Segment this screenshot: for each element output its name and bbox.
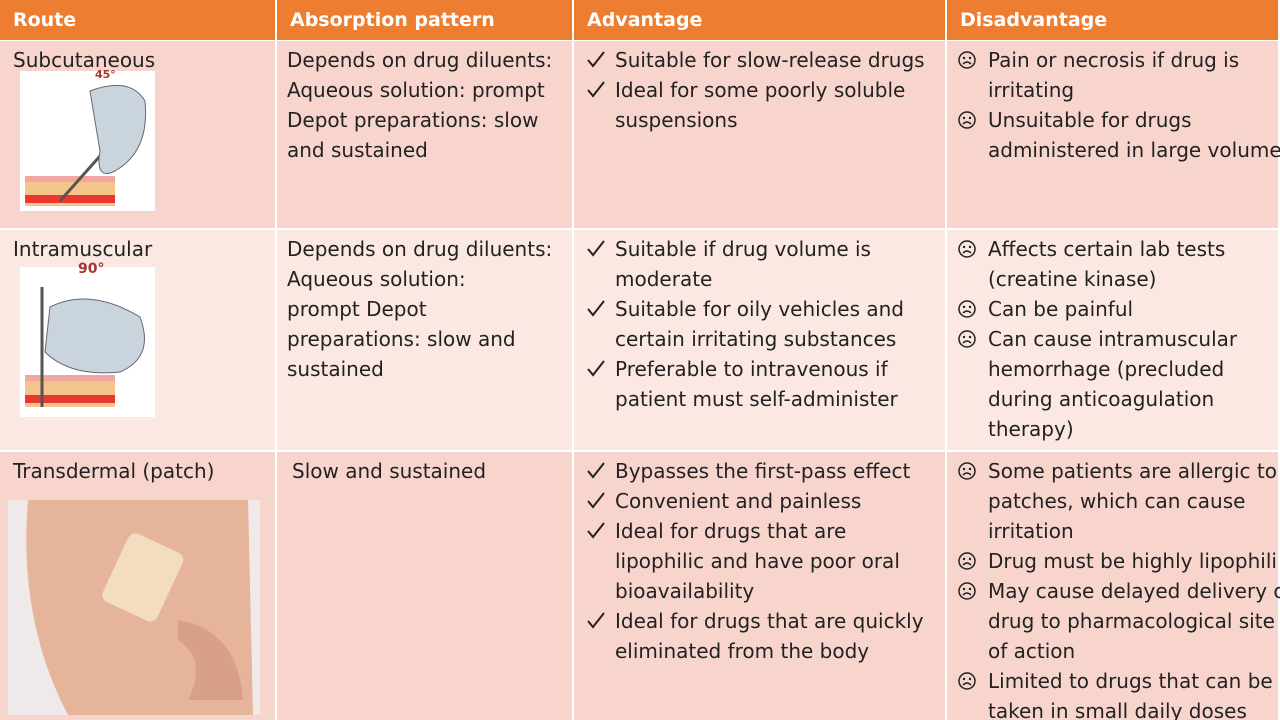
check-icon: [587, 51, 605, 68]
advantage-line: Suitable if drug volume is: [615, 237, 871, 261]
advantage-line: bioavailability: [615, 579, 755, 603]
advantage-line: suspensions: [615, 108, 738, 132]
disadvantage-line: during anticoagulation: [988, 387, 1215, 411]
disadvantage-line: Unsuitable for drugs: [988, 108, 1192, 132]
disadvantage-line: Drug must be highly lipophili: [988, 549, 1277, 573]
advantage-line: moderate: [615, 267, 713, 291]
sad-icon: [958, 462, 976, 480]
advantage-line: Ideal for drugs that are: [615, 519, 847, 543]
route-illustration: [20, 71, 155, 211]
sad-icon: [958, 672, 976, 690]
absorption-line: and sustained: [287, 138, 428, 162]
disadvantage-line: administered in large volume: [988, 138, 1280, 162]
advantage-line: certain irritating substances: [615, 327, 897, 351]
header-cell: Advantage: [574, 0, 945, 40]
table-cell: [574, 452, 945, 720]
table-cell: [947, 41, 1278, 228]
disadvantage-line: irritating: [988, 78, 1075, 102]
header-cell: Absorption pattern: [277, 0, 572, 40]
disadvantage-line: drug to pharmacological site: [988, 609, 1275, 633]
route-label: Intramuscular: [13, 237, 153, 261]
table-cell: [277, 452, 572, 720]
header-cell: Disadvantage: [947, 0, 1278, 40]
disadvantage-line: taken in small daily doses: [988, 699, 1247, 720]
absorption-line: Depends on drug diluents:: [287, 237, 553, 261]
advantage-line: Convenient and painless: [615, 489, 862, 513]
disadvantage-line: of action: [988, 639, 1076, 663]
advantage-line: Preferable to intravenous if: [615, 357, 888, 381]
advantage-line: Suitable for slow-release drugs: [615, 48, 925, 72]
advantage-line: Bypasses the first-pass effect: [615, 459, 911, 483]
absorption-line: Aqueous solution:: [287, 267, 466, 291]
table-cell: [277, 230, 572, 450]
header-cell: Route: [0, 0, 275, 40]
check-icon: [587, 612, 605, 629]
disadvantage-line: May cause delayed delivery o: [988, 579, 1280, 603]
check-icon: [587, 240, 605, 257]
advantage-line: lipophilic and have poor oral: [615, 549, 900, 573]
sad-icon: [958, 240, 976, 258]
absorption-line: Depends on drug diluents:: [287, 48, 553, 72]
angle-label: 90°: [78, 261, 105, 277]
sad-icon: [958, 552, 976, 570]
disadvantage-line: irritation: [988, 519, 1074, 543]
absorption-line: sustained: [287, 357, 384, 381]
sad-icon: [958, 582, 976, 600]
table-cell: [947, 230, 1278, 450]
advantage-line: Suitable for oily vehicles and: [615, 297, 904, 321]
absorption-line: Slow and sustained: [292, 459, 487, 483]
disadvantage-line: Some patients are allergic to: [988, 459, 1277, 483]
disadvantage-line: Pain or necrosis if drug is: [988, 48, 1240, 72]
route-illustration: [20, 267, 155, 417]
sad-icon: [958, 300, 976, 318]
disadvantage-line: Limited to drugs that can be: [988, 669, 1273, 693]
sad-icon: [958, 330, 976, 348]
check-icon: [587, 360, 605, 377]
sad-icon: [958, 111, 976, 129]
absorption-line: prompt Depot: [287, 297, 427, 321]
sad-icon: [958, 51, 976, 69]
angle-label: 45°: [95, 68, 116, 81]
advantage-line: eliminated from the body: [615, 639, 870, 663]
route-illustration: [8, 500, 260, 715]
check-icon: [587, 81, 605, 98]
check-icon: [587, 462, 605, 479]
disadvantage-line: Can cause intramuscular: [988, 327, 1238, 351]
check-icon: [587, 522, 605, 539]
disadvantage-line: Can be painful: [988, 297, 1134, 321]
disadvantage-line: therapy): [988, 417, 1074, 441]
route-label: Transdermal (patch): [13, 459, 215, 483]
absorption-line: Depot preparations: slow: [287, 108, 539, 132]
table-cell: [947, 452, 1278, 720]
table-cell: [574, 41, 945, 228]
advantage-line: Ideal for drugs that are quickly: [615, 609, 924, 633]
table-cell: [574, 230, 945, 450]
check-icon: [587, 300, 605, 317]
advantage-line: patient must self-administer: [615, 387, 898, 411]
absorption-line: Aqueous solution: prompt: [287, 78, 545, 102]
disadvantage-line: (creatine kinase): [988, 267, 1157, 291]
check-icon: [587, 492, 605, 509]
absorption-line: preparations: slow and: [287, 327, 516, 351]
disadvantage-line: Affects certain lab tests: [988, 237, 1226, 261]
table-cell: [277, 41, 572, 228]
route-label: Subcutaneous: [13, 48, 156, 72]
disadvantage-line: hemorrhage (precluded: [988, 357, 1225, 381]
disadvantage-line: patches, which can cause: [988, 489, 1246, 513]
advantage-line: Ideal for some poorly soluble: [615, 78, 906, 102]
